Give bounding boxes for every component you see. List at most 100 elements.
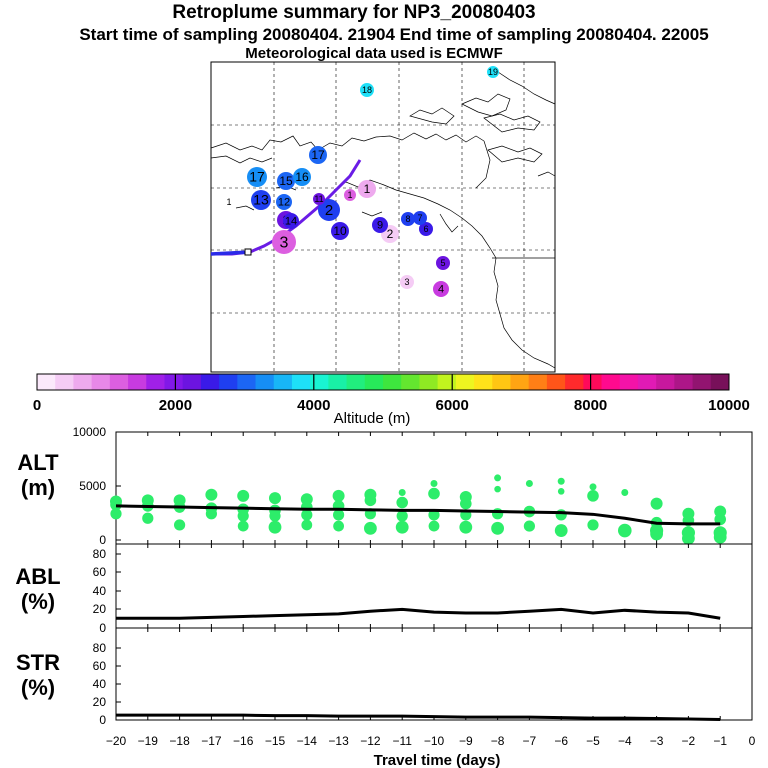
altitude-point	[396, 521, 409, 534]
x-tick-label: −1	[713, 734, 727, 748]
colorbar-swatch	[92, 374, 111, 390]
altitude-point	[365, 495, 377, 507]
x-tick-label: −6	[554, 734, 568, 748]
altitude-point	[269, 521, 282, 534]
altitude-point	[618, 524, 632, 538]
y-tick-label: 80	[93, 641, 107, 655]
colorbar-swatch	[383, 374, 402, 390]
x-tick-label: −16	[233, 734, 254, 748]
x-tick-label: −13	[328, 734, 349, 748]
x-tick-label: −12	[360, 734, 381, 748]
plume-marker-label: 17	[249, 169, 265, 185]
panel-label: ALT	[17, 450, 59, 475]
x-tick-label: −10	[424, 734, 445, 748]
altitude-point	[492, 508, 503, 519]
x-tick-label: −5	[586, 734, 600, 748]
altitude-point	[174, 519, 185, 530]
colorbar-swatch	[602, 374, 621, 390]
x-tick-labels: −20 −19 −18 −17 −16 −15 −14 −13 −12 −11 −10 −9 −8 −7−…	[106, 734, 756, 748]
plume-marker-label: 5	[440, 258, 445, 268]
colorbar-swatch	[693, 374, 712, 390]
altitude-point	[651, 498, 663, 510]
plume-marker-label: 18	[362, 85, 372, 95]
plume-marker-label: 1	[226, 197, 231, 207]
plume-marker-label: 19	[488, 67, 498, 77]
altitude-point	[494, 474, 501, 481]
altitude-colorbar	[37, 374, 730, 390]
altitude-point	[459, 521, 472, 534]
panel-str: 806040200STR(%)	[16, 628, 752, 727]
altitude-point	[301, 520, 312, 531]
colorbar-swatch	[565, 374, 584, 390]
plume-marker-label: 8	[405, 214, 410, 224]
colorbar-swatch	[510, 374, 529, 390]
plume-marker-label: 16	[295, 170, 309, 184]
colorbar-swatch	[256, 374, 275, 390]
plume-marker-label: 1	[347, 190, 352, 200]
altitude-point	[397, 510, 408, 521]
colorbar-swatch	[347, 374, 366, 390]
altitude-point	[269, 492, 281, 504]
altitude-point	[142, 513, 153, 524]
altitude-point	[431, 480, 438, 487]
x-tick-label: −2	[682, 734, 696, 748]
altitude-point	[205, 489, 217, 501]
map-panel: 111222334567891011121314151617171819	[211, 62, 555, 372]
colorbar-swatch	[55, 374, 74, 390]
panel-unit: (%)	[21, 589, 55, 614]
altitude-point	[621, 489, 628, 496]
colorbar-tick-label: 4000	[297, 397, 330, 414]
altitude-point	[429, 521, 440, 532]
colorbar-swatch	[146, 374, 165, 390]
altitude-point	[237, 490, 249, 502]
panel-frame	[116, 544, 752, 628]
colorbar-swatch	[310, 374, 329, 390]
altitude-point	[558, 478, 565, 485]
x-tick-label: 0	[749, 734, 756, 748]
altitude-point	[460, 498, 472, 510]
plume-marker-label: 11	[314, 194, 323, 204]
colorbar-swatch	[438, 374, 457, 390]
altitude-point	[269, 510, 280, 521]
y-tick-label: 10000	[73, 425, 107, 439]
x-tick-label: −17	[201, 734, 222, 748]
y-tick-label: 80	[93, 547, 107, 561]
plume-marker-label: 3	[280, 234, 289, 251]
colorbar-swatch	[237, 374, 256, 390]
altitude-point	[587, 519, 598, 530]
plume-marker-label: 17	[311, 148, 325, 162]
altitude-point	[682, 532, 695, 545]
altitude-point	[333, 521, 344, 532]
colorbar-swatch	[492, 374, 511, 390]
colorbar-swatch	[110, 374, 129, 390]
colorbar-label: Altitude (m)	[334, 410, 411, 427]
plume-marker-label: 9	[377, 220, 383, 232]
panel-frame	[116, 628, 752, 720]
plume-marker-label: 13	[253, 192, 269, 208]
x-tick-label: −14	[297, 734, 318, 748]
colorbar-swatch	[183, 374, 202, 390]
plume-marker-label: 2	[325, 202, 333, 219]
panel-label: STR	[16, 650, 60, 675]
altitude-point	[333, 509, 344, 520]
y-tick-label: 40	[93, 584, 107, 598]
x-tick-label: −11	[392, 734, 412, 748]
y-tick-label: 60	[93, 659, 107, 673]
altitude-point	[587, 490, 599, 502]
altitude-point	[206, 508, 217, 519]
y-tick-label: 60	[93, 565, 107, 579]
panel-abl: 806040200ABL(%)	[15, 544, 752, 635]
colorbar-swatch	[219, 374, 238, 390]
colorbar-swatch	[328, 374, 347, 390]
panel-label: ABL	[15, 564, 60, 589]
y-tick-label: 0	[99, 621, 106, 635]
colorbar-swatch	[456, 374, 475, 390]
plume-marker-label: 3	[404, 277, 409, 287]
x-tick-label: −18	[169, 734, 190, 748]
colorbar-swatch	[292, 374, 311, 390]
x-tick-label: −8	[491, 734, 505, 748]
altitude-point	[396, 497, 408, 509]
y-tick-label: 5000	[79, 479, 106, 493]
colorbar-swatch	[583, 374, 602, 390]
colorbar-swatch	[656, 374, 675, 390]
